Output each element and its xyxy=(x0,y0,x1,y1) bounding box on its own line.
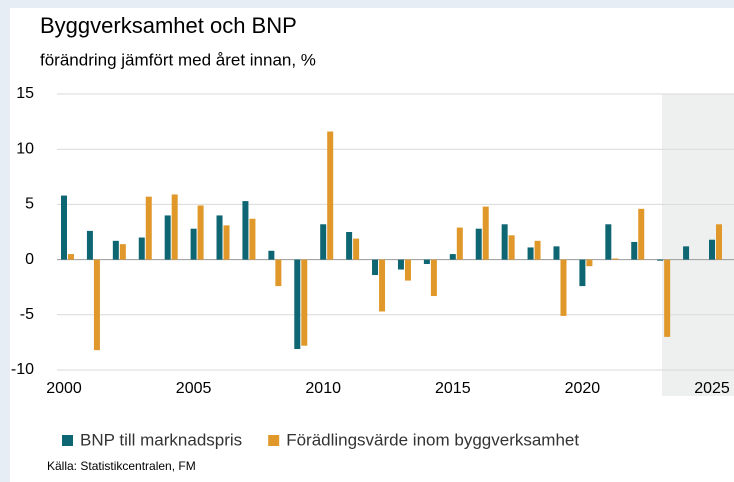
x-tick-label: 2000 xyxy=(46,380,82,397)
bar xyxy=(327,131,334,260)
bar xyxy=(664,259,671,337)
legend-label: Förädlingsvärde inom byggverksamhet xyxy=(286,430,579,449)
bar xyxy=(527,247,534,260)
bar xyxy=(268,250,275,260)
x-tick-label: 2025 xyxy=(694,380,730,397)
bar xyxy=(456,227,463,260)
bar xyxy=(579,259,586,287)
bar xyxy=(190,228,197,260)
bar xyxy=(275,259,282,287)
y-tick-label: 10 xyxy=(16,140,34,157)
bar xyxy=(223,225,230,260)
y-tick-label: -5 xyxy=(20,306,34,323)
bar xyxy=(475,228,482,260)
bar xyxy=(138,237,145,260)
bar xyxy=(631,241,638,260)
bar xyxy=(93,259,100,351)
bar xyxy=(716,224,722,260)
y-tick-label: 15 xyxy=(16,85,34,102)
bar xyxy=(638,208,645,260)
legend-swatch xyxy=(62,435,73,446)
bar xyxy=(553,246,560,260)
y-tick-label: 0 xyxy=(25,251,34,268)
bar xyxy=(119,244,126,260)
chart-title: Byggverksamhet och BNP xyxy=(40,13,297,38)
bar xyxy=(216,215,223,260)
bar xyxy=(508,235,515,260)
bar xyxy=(320,224,327,260)
bar xyxy=(430,259,437,297)
bar xyxy=(61,195,67,260)
legend-swatch xyxy=(268,435,280,446)
bar xyxy=(353,238,360,260)
y-tick-label: 5 xyxy=(25,196,34,213)
x-tick-label: 2005 xyxy=(176,380,212,397)
bar xyxy=(379,259,386,312)
bar xyxy=(423,259,430,265)
panel xyxy=(10,8,734,482)
x-tick-label: 2015 xyxy=(435,380,471,397)
x-tick-label: 2020 xyxy=(565,380,601,397)
bar xyxy=(605,224,612,260)
bar xyxy=(501,224,508,260)
bar xyxy=(709,239,715,260)
bar xyxy=(242,201,249,260)
bar xyxy=(197,205,204,260)
forecast-shade xyxy=(662,94,734,396)
bar xyxy=(586,259,593,267)
bar xyxy=(164,215,171,260)
bar xyxy=(683,246,690,260)
bar xyxy=(560,259,567,316)
bar xyxy=(482,206,489,260)
y-tick-label: -10 xyxy=(11,361,34,378)
bar xyxy=(657,259,664,261)
chart-subtitle: förändring jämfört med året innan, % xyxy=(40,50,316,69)
source: Källa: Statistikcentralen, FM xyxy=(47,459,196,473)
x-tick-label: 2010 xyxy=(305,380,341,397)
bar xyxy=(449,254,456,260)
bar xyxy=(534,240,541,260)
bar xyxy=(171,194,178,260)
bar xyxy=(86,230,93,260)
bar xyxy=(145,196,152,260)
bar xyxy=(112,240,119,260)
bar xyxy=(301,259,308,346)
bar xyxy=(612,258,619,260)
bar xyxy=(68,254,74,260)
bar xyxy=(372,259,379,276)
bar xyxy=(404,259,411,281)
bar xyxy=(397,259,404,270)
bar xyxy=(294,259,301,350)
bar xyxy=(249,218,256,260)
bar xyxy=(346,232,353,260)
legend-label: BNP till marknadspris xyxy=(80,430,242,449)
